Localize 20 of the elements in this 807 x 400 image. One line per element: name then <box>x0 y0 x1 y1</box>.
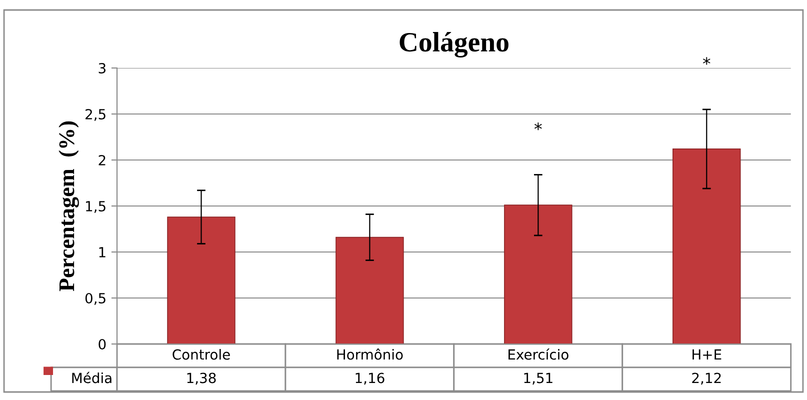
y-tick-label: 2,5 <box>86 108 106 121</box>
x-tick-label: Hormônio <box>337 348 403 360</box>
y-tick-label: 3 <box>98 62 106 74</box>
x-tick-label: Exercício <box>508 348 568 360</box>
y-axis-title: Percentagem (%) <box>58 121 79 292</box>
y-tick-label: 0,5 <box>85 292 106 305</box>
annotation: * <box>534 122 542 130</box>
x-tick-label: Controle <box>172 349 230 360</box>
x-tick-label: H+E <box>692 349 722 360</box>
data-label: 1,16 <box>356 372 384 385</box>
y-tick-label: 1,5 <box>86 201 106 213</box>
data-label: 2,12 <box>692 372 721 385</box>
legend-label: Média <box>72 372 112 384</box>
chart-title: Colágeno <box>400 32 508 58</box>
data-label: 1,51 <box>524 372 552 385</box>
data-label: 1,38 <box>187 372 216 385</box>
text: * <box>702 57 710 65</box>
y-tick-label: 2 <box>98 154 106 166</box>
y-tick-label: 0 <box>98 338 106 350</box>
y-tick-label: 1 <box>99 247 106 258</box>
